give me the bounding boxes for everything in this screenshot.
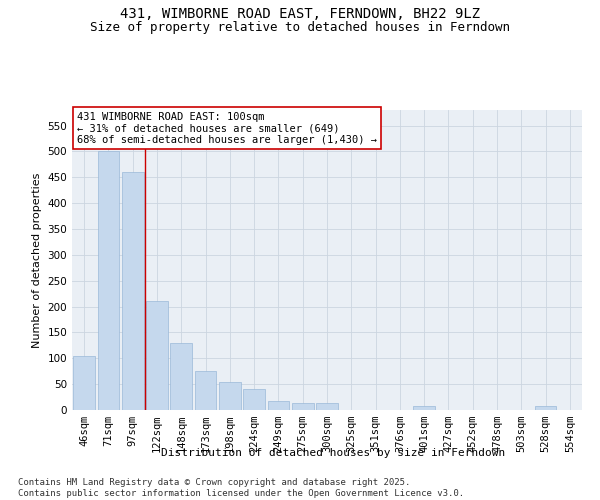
Bar xyxy=(122,172,143,410)
Bar xyxy=(292,403,314,410)
Text: 431 WIMBORNE ROAD EAST: 100sqm
← 31% of detached houses are smaller (649)
68% of: 431 WIMBORNE ROAD EAST: 100sqm ← 31% of … xyxy=(77,112,377,144)
Bar xyxy=(146,302,168,410)
Bar xyxy=(97,152,119,410)
Bar xyxy=(170,343,192,410)
Bar xyxy=(194,371,217,410)
Bar xyxy=(219,382,241,410)
Bar xyxy=(268,400,289,410)
Bar xyxy=(243,390,265,410)
Text: Contains HM Land Registry data © Crown copyright and database right 2025.
Contai: Contains HM Land Registry data © Crown c… xyxy=(18,478,464,498)
Bar xyxy=(316,403,338,410)
Y-axis label: Number of detached properties: Number of detached properties xyxy=(32,172,42,348)
Text: Distribution of detached houses by size in Ferndown: Distribution of detached houses by size … xyxy=(161,448,505,458)
Bar xyxy=(413,406,435,410)
Bar xyxy=(535,406,556,410)
Text: 431, WIMBORNE ROAD EAST, FERNDOWN, BH22 9LZ: 431, WIMBORNE ROAD EAST, FERNDOWN, BH22 … xyxy=(120,8,480,22)
Text: Size of property relative to detached houses in Ferndown: Size of property relative to detached ho… xyxy=(90,22,510,35)
Bar xyxy=(73,356,95,410)
